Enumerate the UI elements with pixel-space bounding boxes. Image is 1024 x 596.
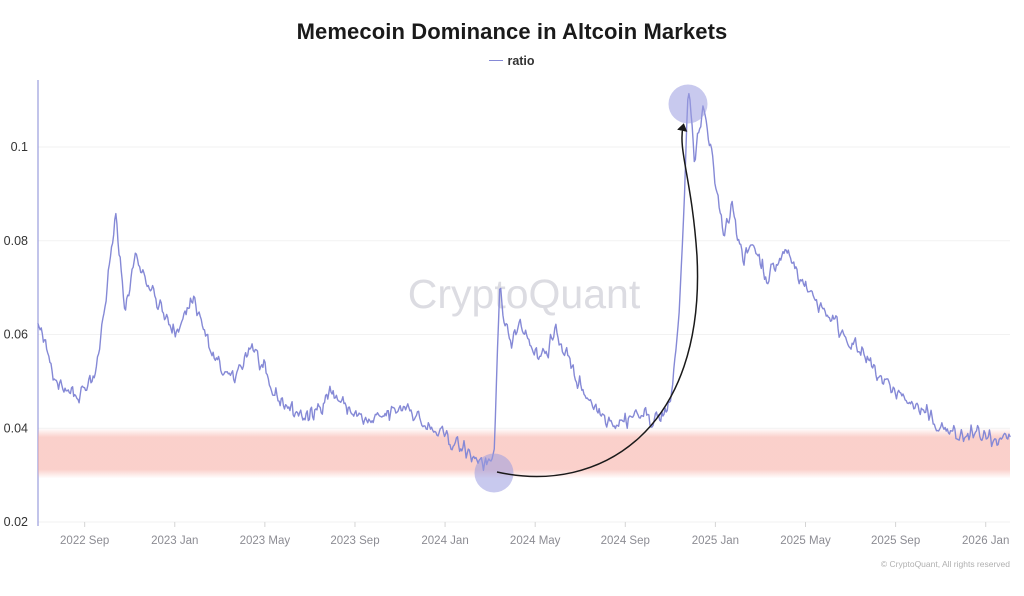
svg-text:2024 May: 2024 May — [510, 535, 561, 547]
svg-text:2022 Sep: 2022 Sep — [60, 535, 109, 547]
svg-text:2026 Jan: 2026 Jan — [962, 535, 1009, 547]
svg-text:2023 Sep: 2023 Sep — [330, 535, 379, 547]
svg-text:0.06: 0.06 — [4, 328, 28, 342]
svg-text:0.08: 0.08 — [4, 234, 28, 248]
svg-text:0.02: 0.02 — [4, 515, 28, 529]
svg-text:0.1: 0.1 — [11, 140, 28, 154]
svg-text:CryptoQuant: CryptoQuant — [408, 271, 641, 317]
svg-text:0.04: 0.04 — [4, 421, 28, 435]
svg-text:2024 Sep: 2024 Sep — [601, 535, 650, 547]
svg-text:2023 May: 2023 May — [240, 535, 291, 547]
svg-text:2023 Jan: 2023 Jan — [151, 535, 198, 547]
svg-text:2025 Sep: 2025 Sep — [871, 535, 920, 547]
svg-text:© CryptoQuant, All rights rese: © CryptoQuant, All rights reserved — [881, 559, 1010, 569]
svg-text:2025 May: 2025 May — [780, 535, 831, 547]
svg-text:2024 Jan: 2024 Jan — [421, 535, 468, 547]
svg-text:2025 Jan: 2025 Jan — [692, 535, 739, 547]
